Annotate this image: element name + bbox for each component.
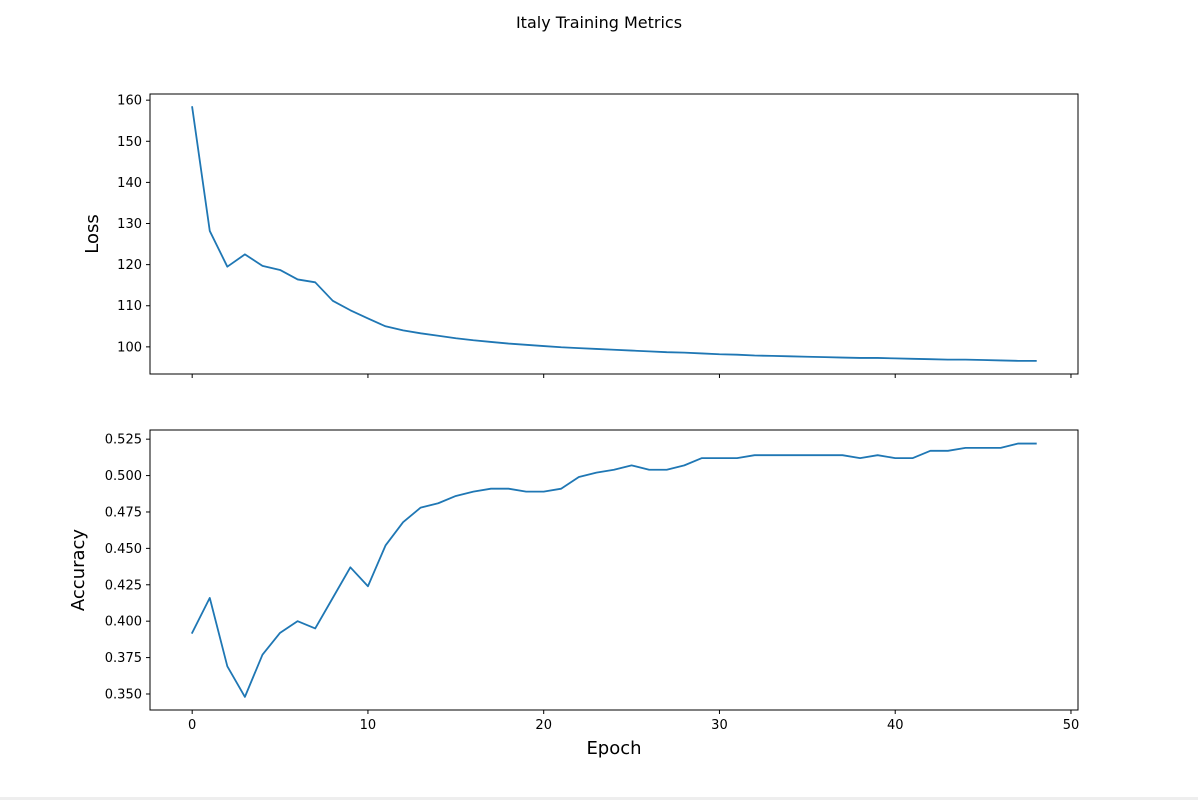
x-axis-label: Epoch (586, 738, 641, 759)
accuracy-xtick-label: 10 (360, 718, 377, 733)
loss-ytick-label: 140 (117, 176, 142, 191)
accuracy-ytick-label: 0.500 (105, 469, 142, 484)
accuracy-y-axis-label: Accuracy (68, 529, 89, 612)
loss-ytick-label: 100 (117, 340, 142, 355)
loss-ytick-label: 120 (117, 258, 142, 273)
loss-axes-frame (149, 93, 1079, 375)
accuracy-xtick-label: 30 (711, 718, 728, 733)
accuracy-ytick-label: 0.450 (105, 542, 142, 557)
window-bottom-edge (0, 797, 1198, 800)
loss-ytick-label: 150 (117, 135, 142, 150)
accuracy-series-line (190, 442, 1037, 698)
accuracy-xtick-label: 0 (188, 718, 196, 733)
accuracy-ytick-label: 0.475 (105, 505, 142, 520)
accuracy-ytick-label: 0.425 (105, 578, 142, 593)
accuracy-xtick-label: 40 (887, 718, 904, 733)
accuracy-axes-frame (149, 429, 1079, 711)
loss-y-axis-label: Loss (82, 214, 103, 253)
loss-ytick-label: 110 (117, 299, 142, 314)
loss-ytick-label: 160 (117, 94, 142, 109)
loss-ytick-label: 130 (117, 217, 142, 232)
accuracy-panel: 0.350 0.375 0.400 0.425 0.450 0.475 0.500 0.525… (68, 429, 1080, 733)
accuracy-xtick-label: 50 (1063, 718, 1080, 733)
accuracy-xtick-label: 20 (535, 718, 552, 733)
accuracy-ytick-label: 0.525 (105, 433, 142, 448)
accuracy-ytick-label: 0.350 (105, 687, 142, 702)
accuracy-ytick-label: 0.400 (105, 615, 142, 630)
loss-series-line (191, 106, 1037, 362)
figure-title: Italy Training Metrics (516, 13, 682, 32)
accuracy-ytick-label: 0.375 (105, 651, 142, 666)
loss-panel: 100 110 120 130 140 150 160 Loss (82, 93, 1079, 378)
